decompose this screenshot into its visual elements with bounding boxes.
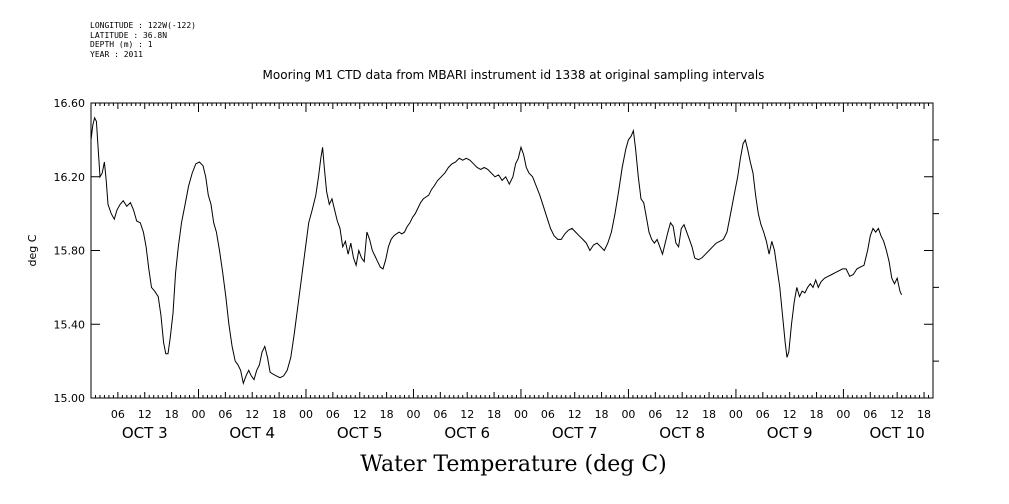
x-hour-label: 18 [487, 408, 501, 421]
x-hour-label: 00 [729, 408, 743, 421]
x-hour-label: 06 [756, 408, 770, 421]
x-hour-label: 00 [514, 408, 528, 421]
x-hour-label: 00 [621, 408, 635, 421]
x-day-label: OCT 9 [767, 424, 813, 442]
x-hour-label: 06 [218, 408, 232, 421]
x-hour-label: 00 [191, 408, 205, 421]
x-hour-label: 12 [675, 408, 689, 421]
meta-longitude: LONGITUDE : 122W(-122) [90, 21, 196, 30]
x-hour-label: 18 [917, 408, 931, 421]
chart-title: Mooring M1 CTD data from MBARI instrumen… [262, 68, 765, 82]
meta-latitude: LATITUDE : 36.8N [90, 30, 168, 40]
x-day-label: OCT 10 [870, 424, 925, 442]
x-hour-label: 18 [595, 408, 609, 421]
x-hour-label: 06 [863, 408, 877, 421]
x-hour-label: 12 [138, 408, 152, 421]
x-hour-label: 12 [245, 408, 259, 421]
x-hour-label: 06 [326, 408, 340, 421]
x-hour-label: 00 [299, 408, 313, 421]
x-hour-label: 12 [783, 408, 797, 421]
x-hour-label: 18 [380, 408, 394, 421]
meta-depth: DEPTH (m) : 1 [90, 40, 153, 49]
x-day-label: OCT 3 [122, 424, 168, 442]
series-line-temperature [90, 116, 903, 386]
x-hour-label: 00 [836, 408, 850, 421]
y-tick-label: 15.40 [54, 318, 86, 331]
x-hour-label: 06 [541, 408, 555, 421]
x-hour-label: 00 [406, 408, 420, 421]
x-hour-label: 18 [272, 408, 286, 421]
meta-year: YEAR : 2011 [90, 49, 143, 59]
plot-frame [90, 102, 934, 399]
x-day-label: OCT 6 [444, 424, 490, 442]
x-day-label: OCT 4 [229, 424, 275, 442]
x-hour-label: 12 [890, 408, 904, 421]
x-hour-label: 06 [433, 408, 447, 421]
x-hour-label: 12 [460, 408, 474, 421]
footer-title: Water Temperature (deg C) [360, 452, 667, 477]
y-tick-label: 16.60 [54, 97, 86, 110]
x-day-label: OCT 7 [552, 424, 598, 442]
x-hour-label: 12 [353, 408, 367, 421]
y-tick-label: 15.80 [54, 245, 86, 258]
x-day-label: OCT 5 [337, 424, 383, 442]
x-hour-label: 06 [111, 408, 125, 421]
x-hour-label: 06 [648, 408, 662, 421]
x-hour-label: 12 [568, 408, 582, 421]
x-day-label: OCT 8 [659, 424, 705, 442]
y-tick-label: 15.00 [54, 392, 86, 405]
x-hour-label: 18 [165, 408, 179, 421]
y-tick-label: 16.20 [54, 171, 86, 184]
x-hour-label: 18 [702, 408, 716, 421]
metadata-block: LONGITUDE : 122W(-122) LATITUDE : 36.8N … [90, 21, 196, 59]
y-axis-label: deg C [26, 234, 39, 266]
x-hour-label: 18 [810, 408, 824, 421]
